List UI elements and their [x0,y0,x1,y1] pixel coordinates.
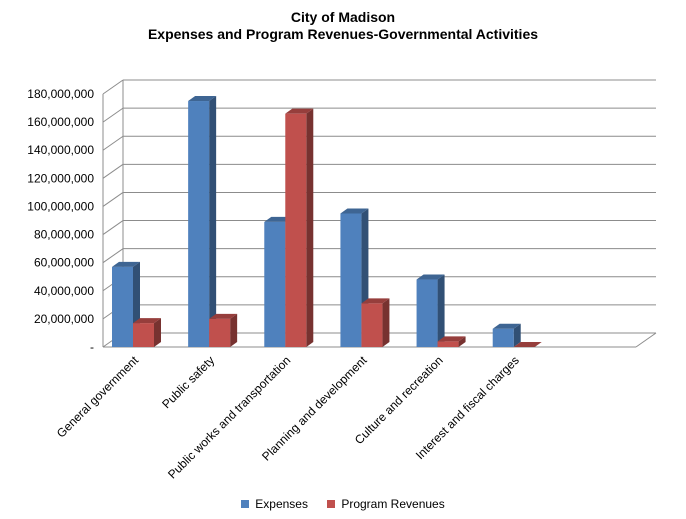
legend: Expenses Program Revenues [0,497,686,511]
bar-expenses [188,96,217,348]
y-tick-label: 80,000,000 [34,228,94,242]
legend-swatch-expenses [241,500,250,508]
bar-program-revenues [513,342,542,347]
floor-edge [635,332,657,348]
legend-item-program-revenues: Program Revenues [327,497,445,511]
bar-program-revenues [437,336,466,347]
x-tick-label: General government [54,353,142,441]
y-tick-label: - [90,340,94,354]
gridline-diagonal [102,220,124,235]
y-tick-label: 180,000,000 [27,87,94,101]
bar-program-revenues [285,108,314,347]
bar-program-revenues [209,313,238,347]
x-tick-label: Public safety [159,353,217,411]
bar-expenses [112,261,140,347]
gridline-diagonal [102,79,124,95]
bar-expenses [492,323,521,347]
y-tick-label: 100,000,000 [27,199,94,213]
gridline-diagonal [102,163,124,179]
y-tick-label: 40,000,000 [34,284,94,298]
bar-program-revenues [133,318,161,347]
gridline-diagonal [102,135,124,151]
gridline-diagonal [102,248,124,264]
y-tick-label: 160,000,000 [27,115,94,129]
legend-label-expenses: Expenses [255,497,308,511]
gridline-diagonal [102,107,124,123]
legend-label-program-revenues: Program Revenues [341,497,445,511]
y-tick-label: 140,000,000 [27,143,94,157]
y-tick-label: 120,000,000 [27,171,94,185]
legend-item-expenses: Expenses [241,497,308,511]
chart-title: City of Madison [290,9,396,25]
x-tick-label: Public works and transportation [165,353,293,481]
y-tick-label: 60,000,000 [34,256,94,270]
bar-expenses [416,274,445,347]
chart-subtitle: Expenses and Program Revenues-Government… [147,26,539,42]
bar-program-revenues [361,298,390,347]
y-tick-label: 20,000,000 [34,312,94,326]
legend-swatch-program-revenues [327,500,336,508]
gridline-diagonal [102,192,124,207]
